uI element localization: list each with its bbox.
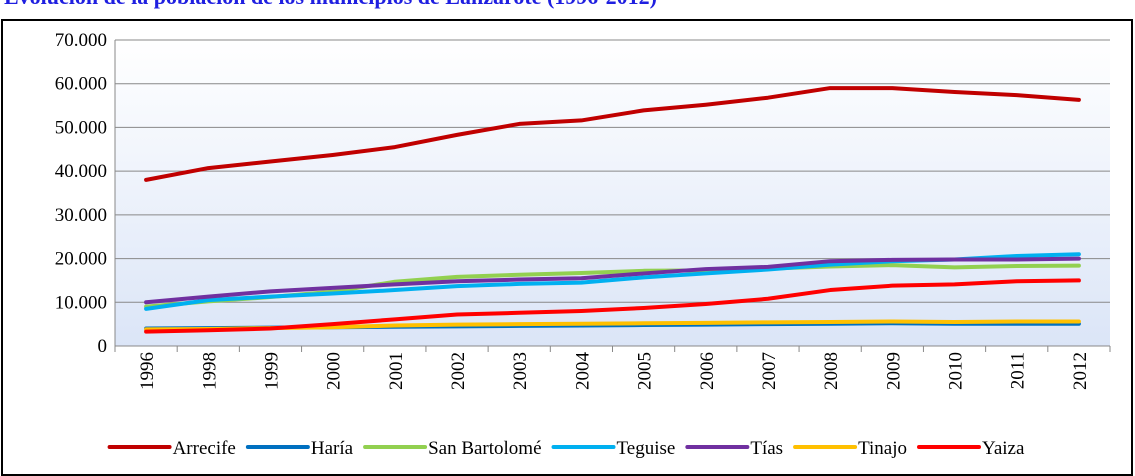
- x-tick-label: 2003: [510, 352, 531, 390]
- x-tick-label: 2011: [1008, 352, 1029, 389]
- legend-label: San Bartolomé: [428, 438, 541, 459]
- x-tick-label: 2007: [759, 352, 780, 390]
- y-tick-label: 10.000: [55, 292, 107, 313]
- y-tick-label: 60.000: [55, 74, 107, 95]
- x-tick-label: 1998: [199, 352, 220, 390]
- x-tick-label: 2010: [946, 352, 967, 390]
- x-tick-label: 2004: [572, 352, 593, 391]
- x-tick-label: 1999: [261, 352, 282, 390]
- y-tick-label: 50.000: [55, 117, 107, 138]
- series-line: [144, 256, 1081, 305]
- y-tick-label: 0: [98, 336, 108, 357]
- x-tick-label: 2006: [697, 352, 718, 390]
- legend-label: Yaiza: [982, 438, 1025, 459]
- x-tick-label: 2012: [1070, 352, 1091, 390]
- legend-label: Tías: [750, 438, 783, 459]
- legend-label: Tinajo: [858, 438, 907, 459]
- legend-label: Teguise: [617, 438, 676, 459]
- x-tick-label: 2005: [635, 352, 656, 390]
- y-tick-label: 30.000: [55, 205, 107, 226]
- y-tick-label: 40.000: [55, 161, 107, 182]
- legend-label: Haría: [311, 438, 354, 459]
- y-tick-label: 70.000: [55, 30, 107, 51]
- x-tick-label: 1996: [137, 352, 158, 390]
- legend-label: Arrecife: [173, 438, 236, 459]
- y-tick-label: 20.000: [55, 249, 107, 270]
- series-line: [144, 278, 1081, 334]
- x-tick-label: 2000: [324, 352, 345, 390]
- x-tick-label: 2001: [386, 352, 407, 390]
- series-line: [144, 86, 1081, 182]
- x-tick-label: 2009: [883, 352, 904, 390]
- x-tick-label: 2002: [448, 352, 469, 390]
- x-tick-label: 2008: [821, 352, 842, 390]
- plot-area: [115, 40, 1110, 346]
- chart-title: Evolución de la población de los municip…: [4, 0, 657, 9]
